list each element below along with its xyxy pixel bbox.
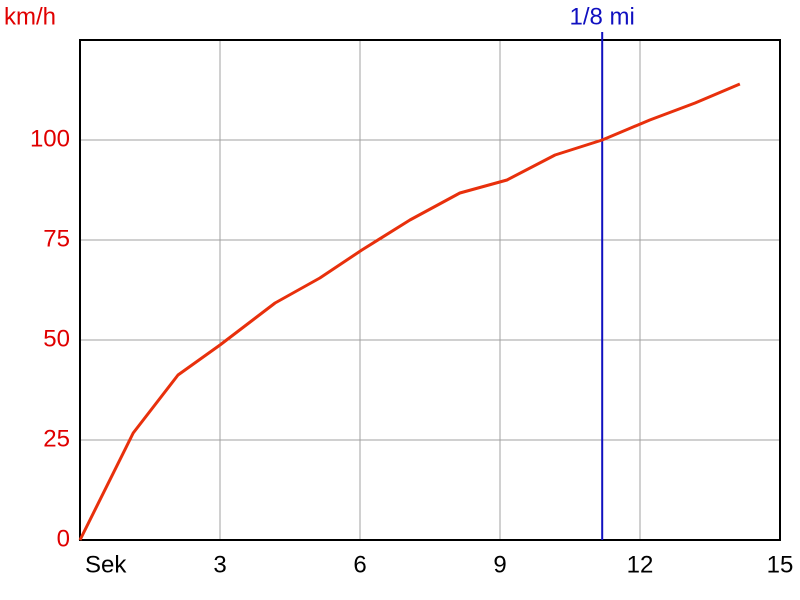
marker-label: 1/8 mi (570, 3, 635, 30)
y-tick-label: 0 (57, 525, 70, 552)
y-tick-label: 25 (43, 425, 70, 452)
y-tick-label: 75 (43, 225, 70, 252)
y-axis-label: km/h (4, 3, 56, 30)
data-line (78, 82, 741, 541)
x-tick-label: 15 (767, 551, 794, 578)
x-tick-label: 12 (627, 551, 654, 578)
x-tick-label: 6 (353, 551, 366, 578)
plot-frame (79, 39, 781, 541)
x-tick-label: 9 (493, 551, 506, 578)
x-tick-label: 3 (213, 551, 226, 578)
y-tick-label: 50 (43, 325, 70, 352)
x-tick-label: Sek (85, 551, 127, 578)
y-tick-label: 100 (30, 125, 70, 152)
